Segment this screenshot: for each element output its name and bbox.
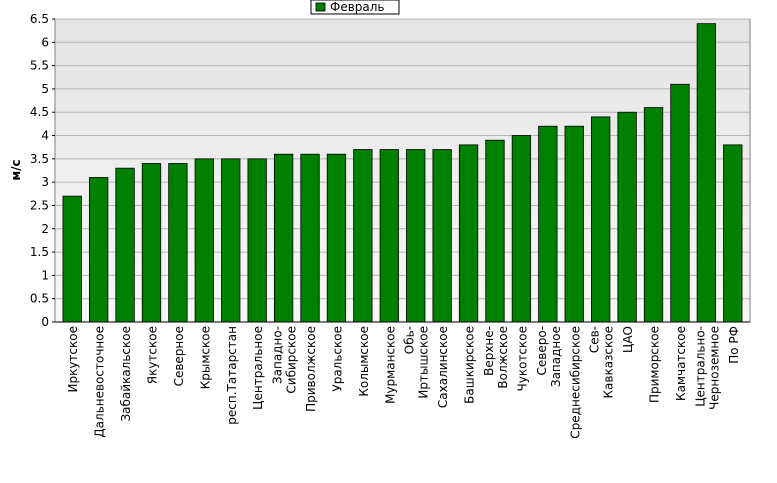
y-tick-label: 3.5 (30, 152, 49, 166)
y-tick-label: 6 (41, 35, 49, 49)
x-tick-label: Западно-Сибирское (271, 326, 299, 394)
y-tick-label: 0.5 (30, 292, 49, 306)
x-tick-label: Среднесибирское (568, 326, 582, 439)
x-tick-label: Центрально-Черноземное (693, 326, 721, 410)
y-tick-label: 4 (41, 129, 49, 143)
y-axis-label: м/с (9, 159, 23, 180)
bar (406, 149, 426, 323)
y-tick-label: 5 (41, 82, 49, 96)
bar (247, 158, 267, 323)
bar (194, 158, 214, 323)
bar (273, 153, 294, 323)
x-tick-label: Якутское (145, 326, 159, 384)
x-tick-label: Мурманское (383, 326, 397, 404)
bar (221, 158, 241, 323)
bar (617, 111, 637, 323)
bar (88, 177, 109, 323)
x-tick-label: Иркутское (66, 326, 80, 393)
bar (115, 167, 135, 323)
x-tick-label: Обь-Иртышское (403, 326, 431, 399)
bar (591, 116, 611, 323)
x-tick-label: Центральное (251, 326, 265, 410)
x-tick-label: респ.Татарстан (225, 326, 239, 425)
x-tick-label: Чукотское (515, 326, 529, 391)
y-tick-label: 0 (41, 315, 49, 329)
x-tick-label: Колымское (357, 326, 371, 397)
legend: Февраль (310, 0, 400, 15)
x-tick-label: Забайкальское (119, 326, 133, 422)
x-tick-label: Уральское (330, 326, 344, 392)
bar (511, 135, 532, 323)
bar (485, 139, 505, 323)
x-tick-label: ЦАО (621, 326, 635, 353)
bar (458, 144, 479, 323)
x-tick-label: Крымское (198, 326, 212, 389)
y-tick-label: 3 (41, 175, 49, 189)
x-tick-label: Приволжское (304, 326, 318, 412)
bar (670, 83, 690, 323)
y-tick-label: 1.5 (30, 245, 49, 259)
bar (379, 149, 399, 323)
x-tick-label: Башкирское (463, 326, 477, 404)
x-tick-label: Сахалинское (436, 326, 450, 408)
legend-swatch (315, 2, 326, 12)
x-tick-label: Дальневосточное (93, 326, 107, 438)
bar (168, 163, 188, 323)
x-tick-label: Верхне-Волжское (482, 326, 510, 389)
legend-box (310, 0, 400, 15)
bar (141, 163, 162, 323)
x-tick-label: По РФ (727, 326, 741, 364)
x-tick-label: Камчатское (674, 326, 688, 401)
x-tick-label: Приморское (648, 326, 662, 403)
y-tick-label: 4.5 (30, 105, 49, 119)
y-tick-label: 2.5 (30, 198, 49, 212)
y-tick-label: 1 (41, 268, 49, 282)
x-tick-label: Сев-Кавказское (588, 326, 616, 399)
bar (300, 153, 320, 323)
bar (723, 144, 743, 323)
bar (696, 23, 717, 323)
bar (432, 149, 452, 323)
x-tick-label: Северное (172, 326, 186, 386)
y-tick-label: 6.5 (30, 12, 49, 26)
bar (538, 125, 558, 323)
bar (353, 149, 373, 323)
bar (643, 107, 664, 323)
legend-label: Февраль (330, 0, 385, 14)
x-tick-label: Северо-Западное (535, 326, 563, 387)
bar (326, 153, 347, 323)
y-tick-label: 5.5 (30, 59, 49, 73)
y-tick-label: 2 (41, 222, 49, 236)
bar (62, 195, 82, 323)
bar (564, 125, 584, 323)
